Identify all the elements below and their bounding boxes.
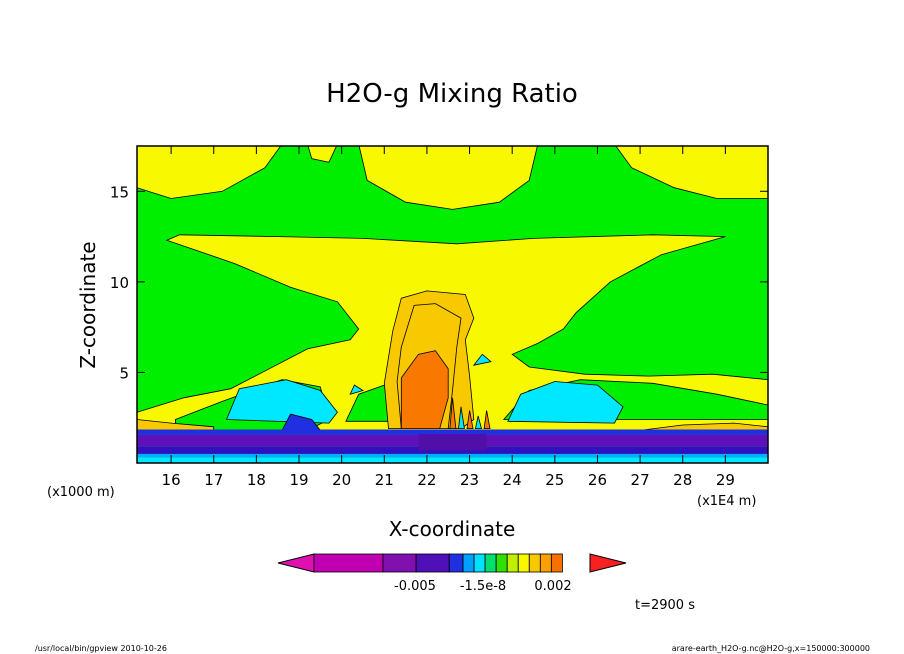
field-upper-yellow-right [615, 146, 768, 199]
x-axis-label: X-coordinate [389, 517, 516, 541]
colorbar-label-3: 0.002 [534, 579, 571, 594]
colorbar-swatch-3 [415, 553, 450, 573]
y-scale-label: (x1000 m) [47, 485, 115, 500]
field-filament-2 [458, 406, 465, 429]
field-surface-band-1 [137, 429, 768, 435]
field-surface-core [418, 434, 487, 451]
field-upper-yellow-small [307, 146, 337, 163]
field-upper-yellow-left [137, 146, 282, 199]
plot-area: 16 17 18 19 20 21 22 23 24 25 26 27 28 29 5 10 15 [110, 145, 769, 489]
colorbar-swatch-8 [495, 553, 508, 573]
colorbar-swatch-4 [448, 553, 464, 573]
x-tick-label-19: 19 [289, 471, 308, 489]
field-cyan-small-2 [349, 384, 364, 395]
x-tick-label-16: 16 [162, 471, 181, 489]
x-tick-label-25: 25 [545, 471, 564, 489]
colorbar-label-2: -1.5e-8 [460, 579, 506, 594]
colorbar-swatch-14 [589, 553, 627, 573]
x-tick-label-27: 27 [631, 471, 650, 489]
colorbar-swatch-6 [473, 553, 486, 573]
field-filament-1 [449, 397, 457, 429]
colorbar-swatch-9 [506, 553, 519, 573]
y-tick-label-5: 5 [119, 364, 129, 382]
footer-left: /usr/local/bin/gpview 2010-10-26 [35, 644, 167, 653]
x-tick-label-18: 18 [247, 471, 266, 489]
y-axis-ticks: 5 10 15 [110, 183, 768, 382]
x-tick-label-22: 22 [417, 471, 436, 489]
colorbar-swatch-11 [528, 553, 541, 573]
colorbar-swatch-12 [539, 553, 552, 573]
x-axis-ticks: 16 17 18 19 20 21 22 23 24 25 26 27 28 29 [162, 146, 735, 489]
field-surface-band-5 [137, 457, 768, 463]
x-tick-label-29: 29 [716, 471, 735, 489]
y-axis-label: Z-coordinate [76, 241, 100, 368]
field-filament-5 [483, 410, 491, 429]
chart-title: H2O-g Mixing Ratio [326, 79, 578, 109]
x-tick-label-21: 21 [375, 471, 394, 489]
x-scale-label: (x1E4 m) [697, 494, 756, 509]
field-upper-yellow-center [358, 146, 538, 210]
x-tick-label-24: 24 [503, 471, 522, 489]
colorbar-swatch-7 [484, 553, 497, 573]
field-cyan-small-1 [472, 353, 492, 366]
field-cyan-right [507, 381, 624, 424]
x-tick-label-17: 17 [204, 471, 223, 489]
y-tick-label-15: 15 [110, 183, 129, 201]
x-tick-label-28: 28 [673, 471, 692, 489]
colorbar-swatch-2 [382, 553, 417, 573]
colorbar-swatch-13 [550, 553, 563, 573]
field-surface-band-4 [137, 453, 768, 458]
colorbar-swatch-5 [462, 553, 475, 573]
y-tick-label-10: 10 [110, 274, 129, 292]
x-tick-label-26: 26 [588, 471, 607, 489]
field-core-orange [400, 350, 449, 429]
colorbar-label-1: -0.005 [394, 579, 436, 594]
x-tick-label-20: 20 [332, 471, 351, 489]
plot-frame [136, 145, 769, 464]
field-filament-4 [475, 415, 483, 429]
colorbar-swatch-0 [277, 553, 315, 573]
field-filament-3 [466, 410, 474, 429]
field-cyan-left [225, 379, 338, 424]
time-annotation: t=2900 s [635, 598, 695, 613]
colorbar-swatch-1 [313, 553, 384, 573]
colorbar-swatch-10 [517, 553, 530, 573]
colorbar [277, 553, 627, 573]
contour-fields [137, 146, 768, 463]
x-tick-label-23: 23 [460, 471, 479, 489]
footer-right: arare-earth_H2O-g.nc@H2O-g,x=150000:3000… [672, 644, 870, 653]
